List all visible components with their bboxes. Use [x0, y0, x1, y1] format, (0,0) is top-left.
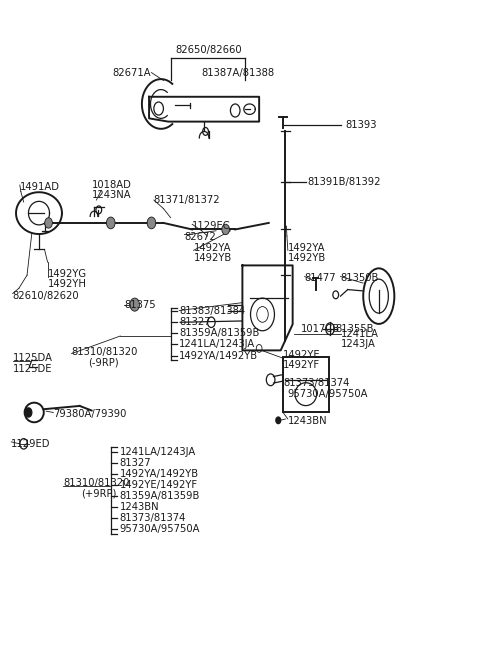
Text: 81373/81374: 81373/81374 — [283, 378, 349, 388]
Text: 1243NA: 1243NA — [92, 191, 131, 200]
Text: 1492YA: 1492YA — [288, 243, 325, 253]
Text: 1492YA/1492YB: 1492YA/1492YB — [179, 350, 258, 361]
Text: 81359A/81359B: 81359A/81359B — [120, 491, 200, 501]
Text: 79380A/79390: 79380A/79390 — [53, 409, 127, 419]
Text: 1129ED: 1129ED — [11, 439, 51, 449]
Circle shape — [107, 217, 115, 229]
Circle shape — [45, 217, 52, 228]
Text: 1492YE/1492YF: 1492YE/1492YF — [120, 480, 197, 490]
Text: 1492YA/1492YB: 1492YA/1492YB — [120, 469, 199, 479]
Text: 81477: 81477 — [305, 273, 336, 283]
Circle shape — [222, 224, 229, 234]
Text: 81371/81372: 81371/81372 — [154, 195, 220, 205]
Text: (+9RP): (+9RP) — [81, 489, 117, 498]
Circle shape — [276, 417, 281, 424]
Text: 1243JA: 1243JA — [340, 339, 375, 350]
Text: 81359A/81359B: 81359A/81359B — [179, 328, 260, 339]
Text: 1125DE: 1125DE — [12, 364, 52, 373]
Text: 1241LA/1243JA: 1241LA/1243JA — [120, 447, 196, 457]
Text: 81355B: 81355B — [336, 324, 374, 334]
Circle shape — [25, 408, 32, 417]
Text: 81387A/81388: 81387A/81388 — [202, 67, 275, 77]
Text: 81391B/81392: 81391B/81392 — [307, 178, 381, 187]
Bar — [283, 357, 328, 413]
Text: 81327: 81327 — [179, 317, 211, 328]
Text: 1243BN: 1243BN — [120, 502, 159, 512]
Text: 1129EC: 1129EC — [192, 221, 231, 231]
Circle shape — [130, 298, 140, 311]
Text: 82650/82660: 82650/82660 — [176, 45, 242, 56]
Text: 82610/82620: 82610/82620 — [12, 291, 79, 301]
Text: 1241LA/1243JA: 1241LA/1243JA — [179, 339, 255, 350]
Text: 1241LA: 1241LA — [340, 329, 379, 339]
Text: 1492YE: 1492YE — [283, 350, 321, 360]
Text: 1492YA: 1492YA — [193, 243, 231, 253]
Text: 1492YB: 1492YB — [193, 253, 232, 263]
Text: 1492YF: 1492YF — [283, 360, 320, 371]
Text: 1491AD: 1491AD — [20, 182, 60, 192]
Text: 81310/81320: 81310/81320 — [72, 346, 138, 357]
Text: 82671A: 82671A — [113, 67, 152, 77]
Text: 95730A/95750A: 95730A/95750A — [288, 388, 368, 398]
Text: 82672: 82672 — [184, 233, 216, 242]
Text: 1017CB: 1017CB — [301, 324, 340, 334]
Text: 1492YH: 1492YH — [48, 280, 86, 290]
Text: 1492YG: 1492YG — [48, 269, 87, 279]
Text: 81327: 81327 — [120, 458, 151, 468]
Text: 81373/81374: 81373/81374 — [120, 514, 186, 523]
Text: 1125DA: 1125DA — [12, 353, 53, 364]
Text: 95730A/95750A: 95730A/95750A — [120, 525, 200, 534]
Text: 81375: 81375 — [124, 299, 156, 310]
Text: 81383/81384: 81383/81384 — [179, 306, 245, 316]
Text: 1492YB: 1492YB — [288, 253, 326, 263]
Text: 1018AD: 1018AD — [92, 180, 132, 190]
Text: 81310/81320: 81310/81320 — [63, 478, 129, 488]
Text: 81350B: 81350B — [340, 273, 379, 283]
Text: (-9RP): (-9RP) — [88, 357, 119, 367]
Text: 1243BN: 1243BN — [288, 416, 327, 426]
Circle shape — [147, 217, 156, 229]
Text: 81393: 81393 — [345, 120, 377, 130]
